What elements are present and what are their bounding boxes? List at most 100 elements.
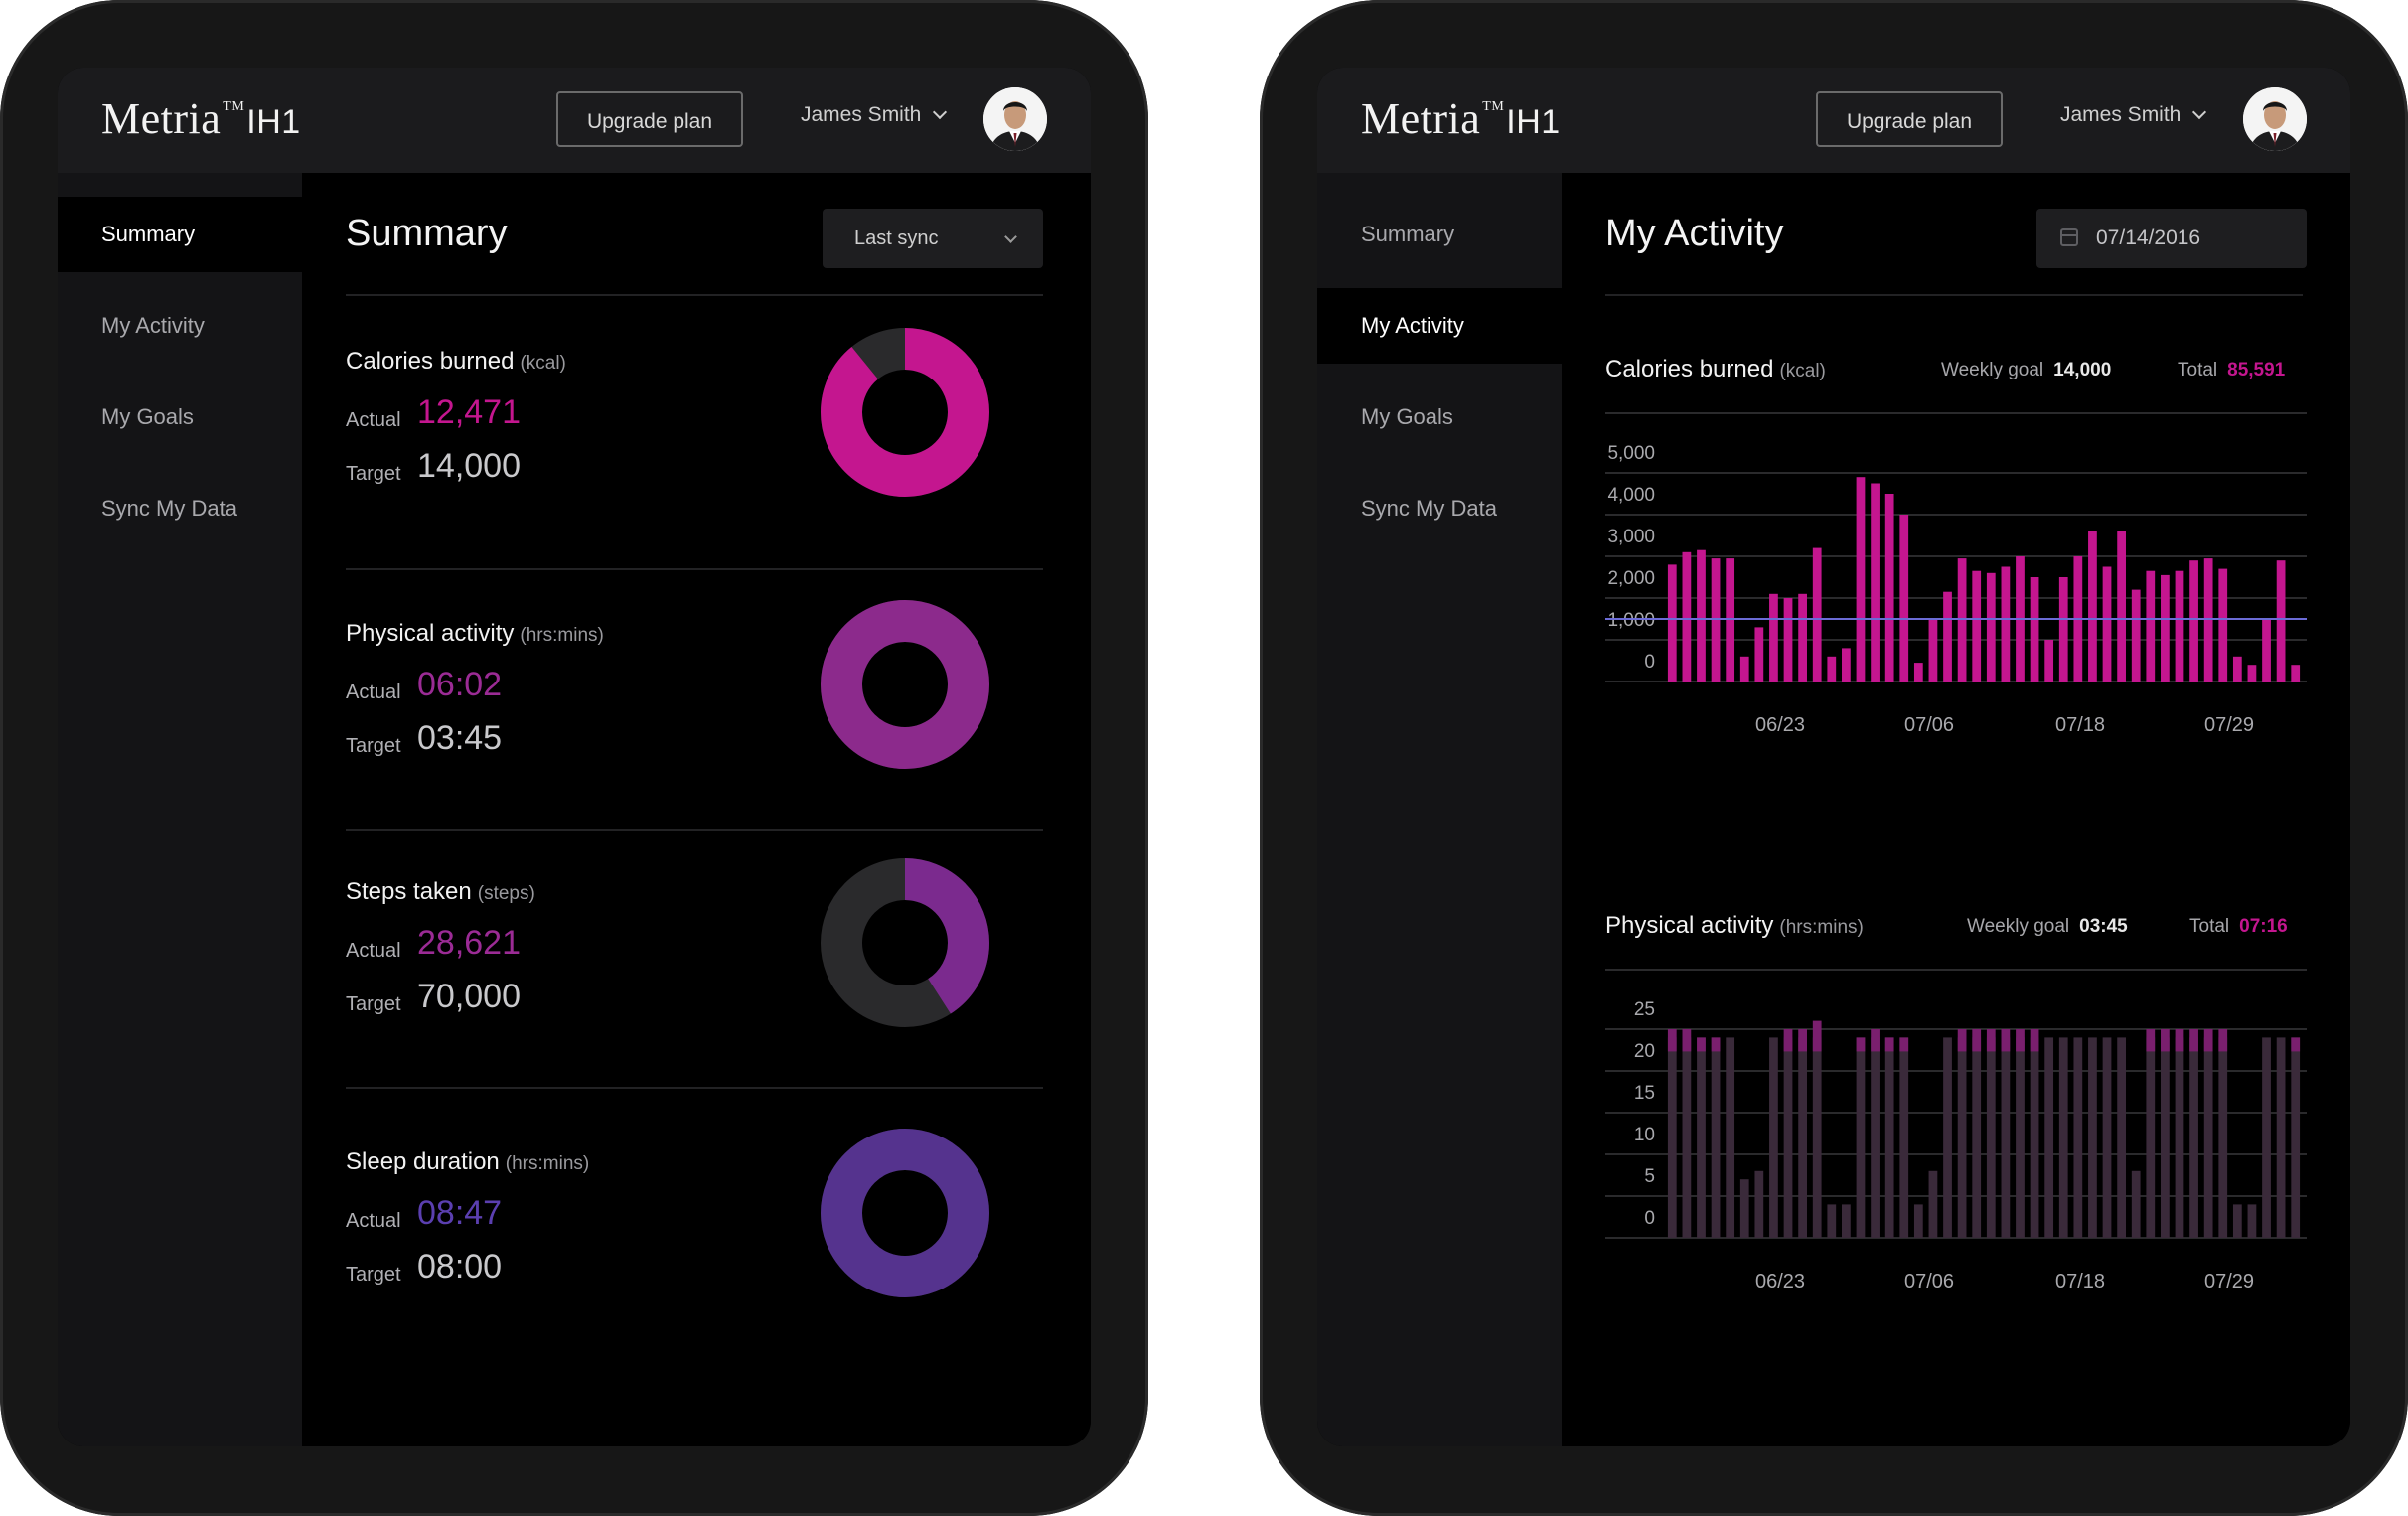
bar[interactable]	[2088, 531, 2097, 682]
bar[interactable]	[2131, 1170, 2141, 1238]
bar[interactable]	[2161, 1037, 2170, 1238]
bar[interactable]	[1972, 1037, 1982, 1238]
nav-item-my-goals[interactable]: My Goals	[1361, 404, 1453, 429]
nav-item-my-activity[interactable]: My Activity	[101, 313, 205, 338]
bar[interactable]	[1769, 593, 1778, 682]
bar[interactable]	[2262, 619, 2271, 682]
bar[interactable]	[1928, 619, 1938, 682]
bar[interactable]	[1812, 1037, 1822, 1238]
bar[interactable]	[2102, 566, 2112, 682]
bar[interactable]	[2102, 1037, 2112, 1238]
bar[interactable]	[1842, 1204, 1851, 1238]
upgrade-plan-button[interactable]: Upgrade plan	[1816, 91, 2003, 147]
nav-item-sync-my-data[interactable]: Sync My Data	[101, 496, 237, 521]
bar[interactable]	[2161, 574, 2170, 682]
bar[interactable]	[1667, 564, 1677, 682]
bar[interactable]	[1943, 1037, 1952, 1238]
bar[interactable]	[2262, 1037, 2271, 1238]
bar[interactable]	[1769, 1037, 1778, 1238]
bar[interactable]	[1711, 1037, 1721, 1238]
bar[interactable]	[2247, 1204, 2257, 1238]
date-picker[interactable]: 07/14/2016	[2036, 209, 2307, 268]
avatar[interactable]	[2243, 87, 2307, 151]
bar[interactable]	[1783, 1037, 1793, 1238]
bar[interactable]	[2117, 1037, 2126, 1238]
nav-item-summary[interactable]: Summary	[1361, 222, 1455, 246]
bar[interactable]	[1726, 558, 1735, 682]
bar[interactable]	[2001, 1037, 2011, 1238]
bar[interactable]	[2030, 1037, 2039, 1238]
bar[interactable]	[1943, 591, 1952, 682]
bar[interactable]	[2131, 589, 2141, 682]
bar[interactable]	[2276, 560, 2286, 682]
bar[interactable]	[1827, 1204, 1837, 1238]
nav-item-my-activity[interactable]: My Activity	[1317, 288, 1562, 364]
bar[interactable]	[1986, 572, 1996, 682]
bar[interactable]	[2291, 1037, 2301, 1238]
bar[interactable]	[2088, 1037, 2097, 1238]
bar[interactable]	[2203, 1037, 2213, 1238]
bar[interactable]	[2276, 1037, 2286, 1238]
bar[interactable]	[1754, 627, 1764, 682]
bar[interactable]	[2218, 1037, 2228, 1238]
bar[interactable]	[2189, 560, 2198, 682]
user-menu[interactable]: James Smith	[801, 103, 948, 127]
bar[interactable]	[1711, 558, 1721, 682]
avatar[interactable]	[983, 87, 1047, 151]
bar[interactable]	[2058, 1037, 2068, 1238]
bar[interactable]	[2001, 566, 2011, 682]
bar[interactable]	[1928, 1170, 1938, 1238]
bar[interactable]	[1739, 656, 1749, 682]
bar[interactable]	[2044, 1037, 2054, 1238]
bar[interactable]	[1884, 1037, 1894, 1238]
bar[interactable]	[2073, 1037, 2083, 1238]
nav-item-sync-my-data[interactable]: Sync My Data	[1361, 496, 1497, 521]
bar[interactable]	[1842, 648, 1851, 682]
bar[interactable]	[1856, 1037, 1866, 1238]
user-menu[interactable]: James Smith	[2060, 103, 2207, 127]
bar[interactable]	[1957, 558, 1967, 682]
bar[interactable]	[2146, 1037, 2156, 1238]
bar[interactable]	[1871, 483, 1880, 682]
bar[interactable]	[1884, 494, 1894, 682]
bar[interactable]	[1827, 656, 1837, 682]
bar[interactable]	[2016, 1037, 2025, 1238]
bar[interactable]	[1986, 1037, 1996, 1238]
bar[interactable]	[2203, 558, 2213, 682]
bar[interactable]	[2044, 640, 2054, 682]
upgrade-plan-button[interactable]: Upgrade plan	[556, 91, 743, 147]
bar[interactable]	[1739, 1179, 1749, 1238]
bar[interactable]	[2117, 531, 2126, 682]
sync-select[interactable]: Last sync	[823, 209, 1043, 268]
bar[interactable]	[1754, 1170, 1764, 1238]
bar[interactable]	[2189, 1037, 2198, 1238]
bar[interactable]	[2247, 665, 2257, 682]
bar[interactable]	[1682, 1037, 1692, 1238]
bar[interactable]	[1697, 1037, 1706, 1238]
bar[interactable]	[2175, 1037, 2184, 1238]
bar[interactable]	[1871, 1037, 1880, 1238]
nav-item-my-goals[interactable]: My Goals	[101, 404, 194, 429]
bar[interactable]	[2218, 568, 2228, 682]
bar[interactable]	[2175, 570, 2184, 682]
bar[interactable]	[1856, 477, 1866, 682]
bar[interactable]	[1726, 1037, 1735, 1238]
bar[interactable]	[1899, 515, 1909, 682]
bar[interactable]	[2232, 1204, 2242, 1238]
bar[interactable]	[2291, 665, 2301, 682]
brand-logo[interactable]: Metria TMIH1	[101, 93, 301, 144]
bar[interactable]	[1812, 547, 1822, 682]
bar[interactable]	[1783, 598, 1793, 682]
bar[interactable]	[1913, 1204, 1923, 1238]
bar[interactable]	[1972, 570, 1982, 682]
bar[interactable]	[1899, 1037, 1909, 1238]
bar[interactable]	[1682, 551, 1692, 682]
bar[interactable]	[2030, 577, 2039, 682]
bar[interactable]	[1798, 1037, 1807, 1238]
bar[interactable]	[1798, 593, 1807, 682]
bar[interactable]	[2146, 570, 2156, 682]
nav-item-summary[interactable]: Summary	[58, 197, 302, 272]
bar[interactable]	[1697, 549, 1706, 682]
brand-logo[interactable]: Metria TMIH1	[1361, 93, 1561, 144]
bar[interactable]	[1957, 1037, 1967, 1238]
